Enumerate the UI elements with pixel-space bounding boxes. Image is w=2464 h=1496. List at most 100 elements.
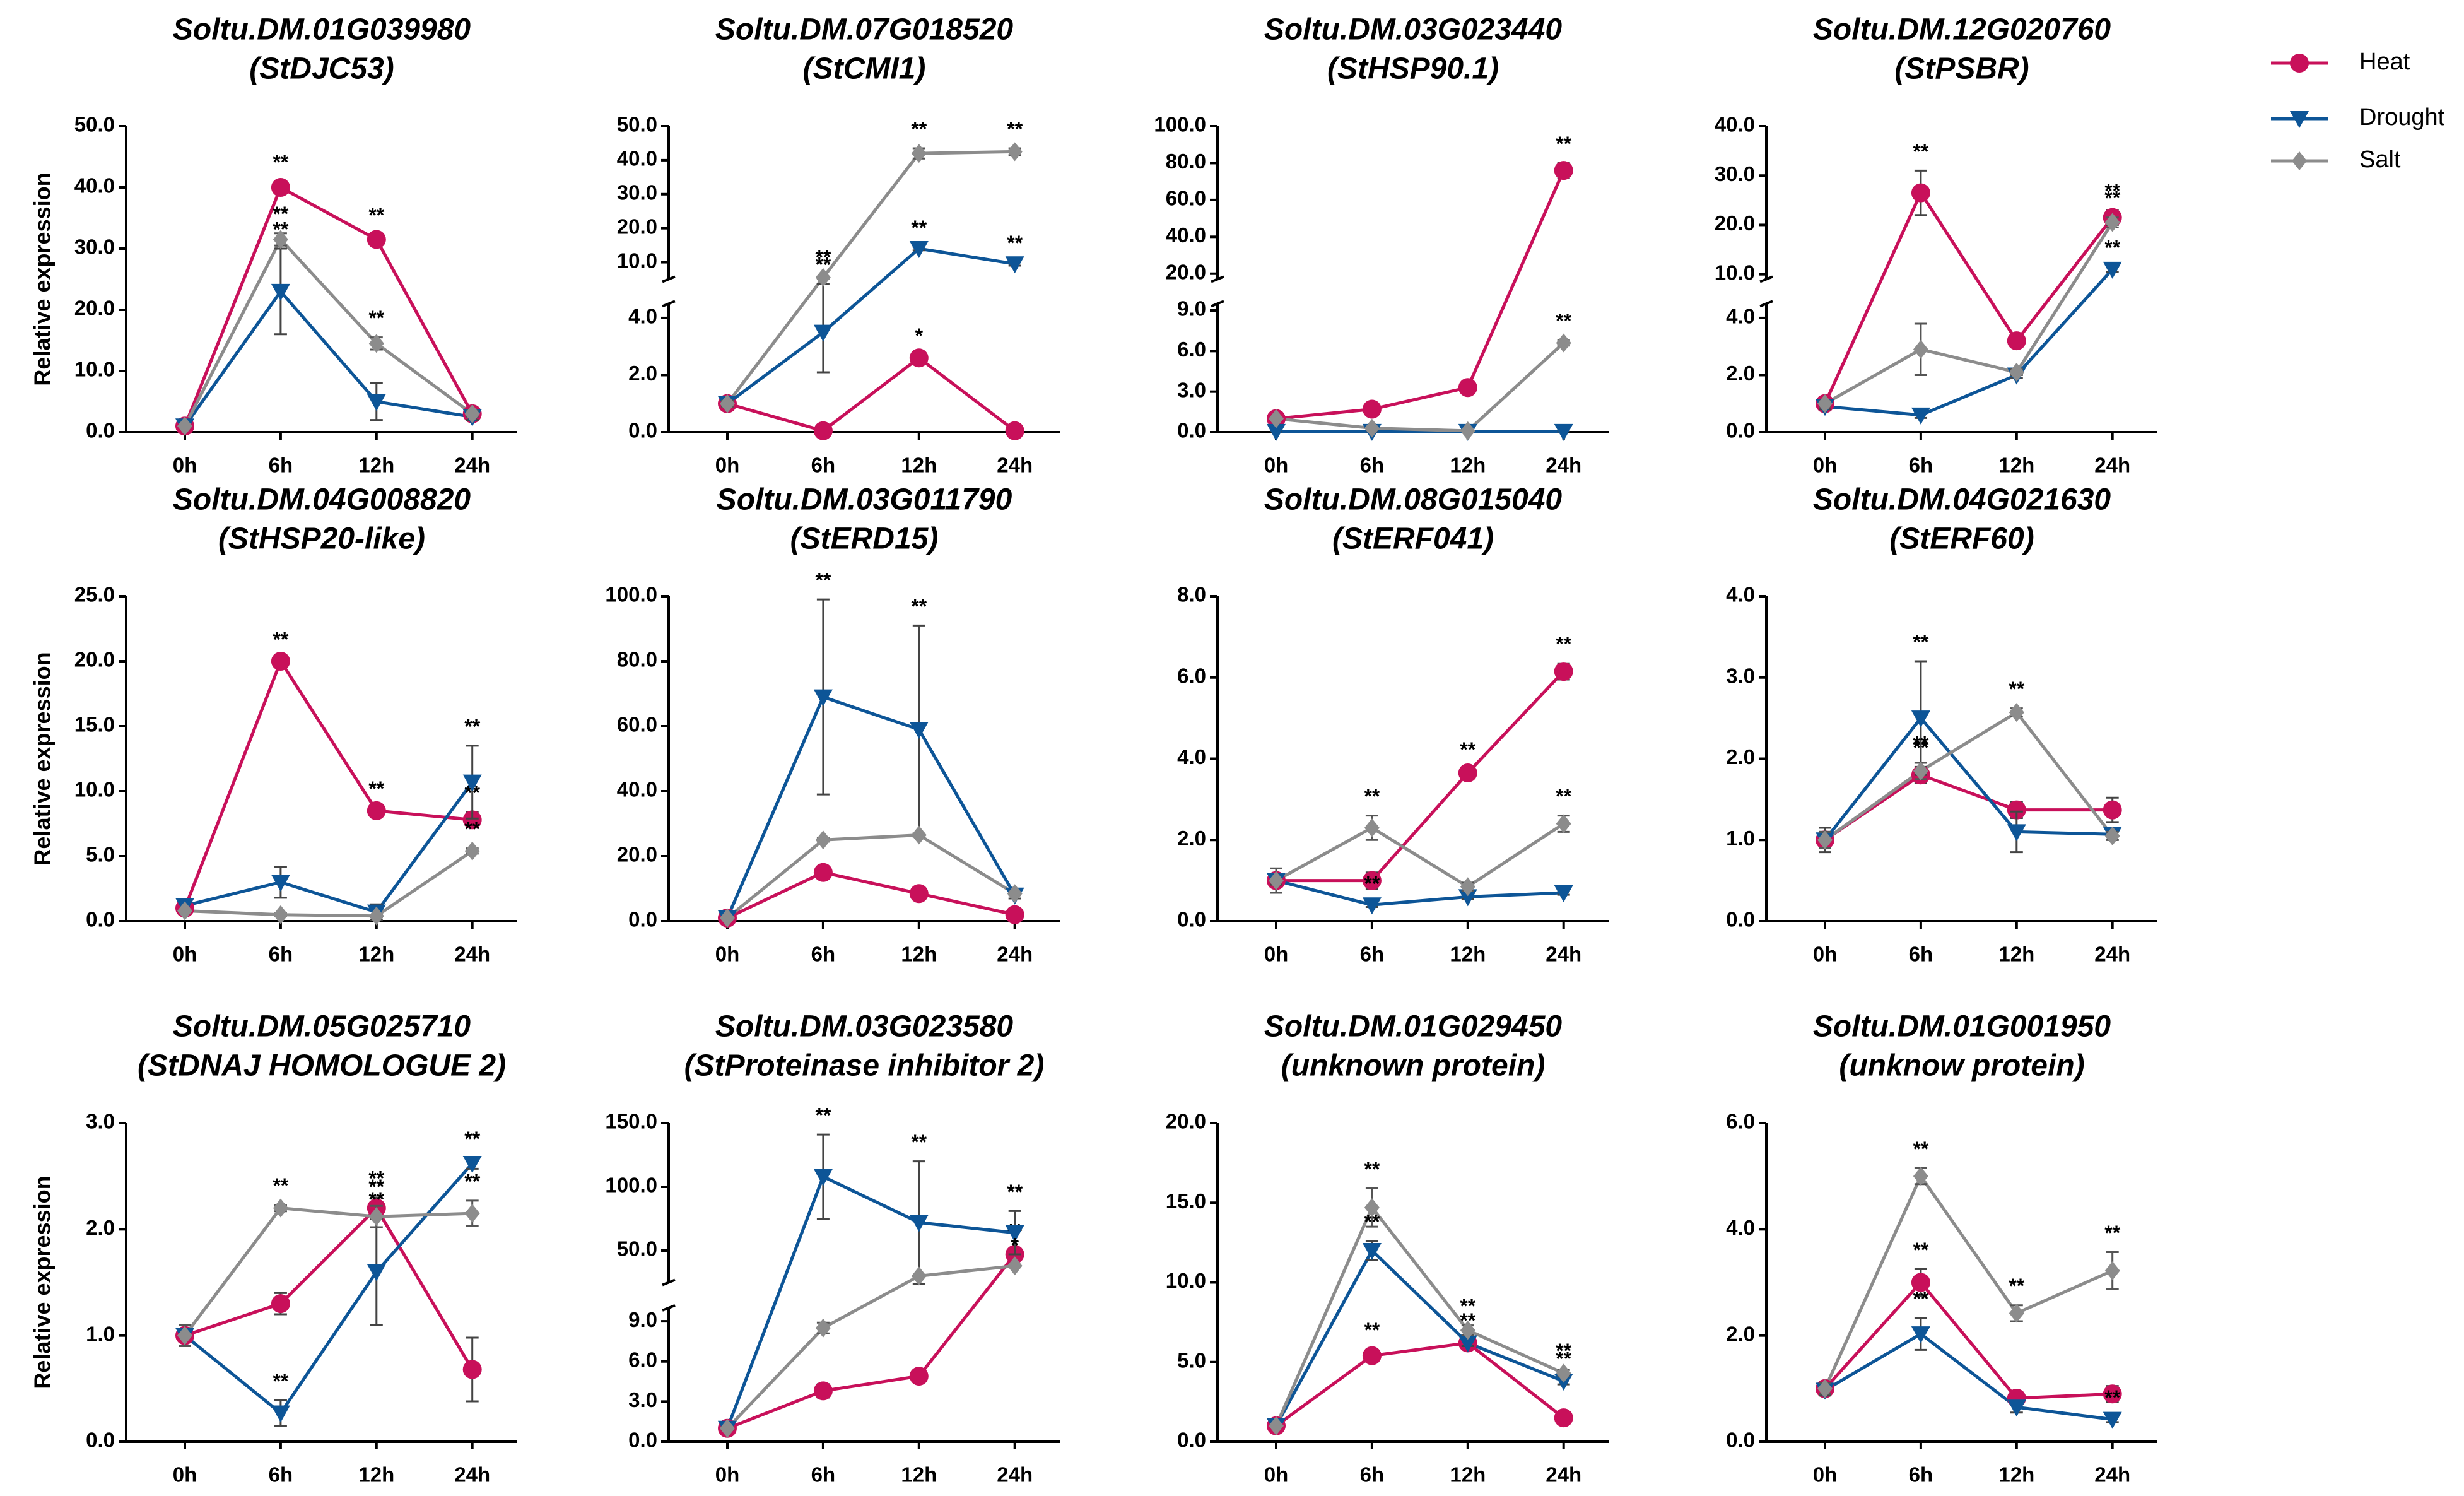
data-point — [815, 830, 831, 850]
y-tick-label: 10.0 — [617, 249, 657, 272]
significance: ** — [368, 204, 384, 227]
significance: ** — [911, 117, 927, 140]
data-point — [273, 905, 288, 924]
x-tick-label: 24h — [454, 943, 490, 966]
y-tick-label: 0.0 — [628, 908, 657, 931]
data-point — [1458, 763, 1477, 783]
data-point — [1554, 885, 1573, 902]
y-tick-label: 20.0 — [1715, 211, 1755, 235]
significance: ** — [368, 1175, 384, 1198]
data-point — [1007, 1256, 1023, 1276]
data-point — [1458, 1335, 1477, 1353]
data-point — [1556, 333, 1571, 353]
significance: ** — [1913, 1138, 1928, 1160]
x-tick-label: 0h — [173, 943, 197, 966]
y-tick-label: 20.0 — [617, 215, 657, 238]
significance: ** — [273, 628, 288, 651]
series-line — [1824, 268, 2114, 417]
chart-title: Soltu.DM.08G015040 — [1264, 483, 1563, 517]
y-tick-label: 15.0 — [74, 713, 115, 736]
data-point — [813, 863, 833, 882]
data-point — [1554, 662, 1573, 681]
significance: ** — [2104, 1222, 2120, 1244]
chart-subtitle: (StHSP90.1) — [1327, 52, 1499, 86]
significance: * — [1011, 1234, 1019, 1257]
axis-break — [1759, 300, 1773, 308]
data-point — [1817, 830, 1833, 850]
series-line — [183, 185, 474, 427]
chart-subtitle: (unknown protein) — [1281, 1049, 1546, 1083]
y-tick-label: 20.0 — [617, 843, 657, 866]
x-tick-label: 12h — [358, 943, 394, 966]
y-tick-label: 60.0 — [1166, 187, 1206, 210]
y-tick-label: 6.0 — [628, 1348, 657, 1371]
significance: ** — [2104, 1386, 2120, 1409]
y-tick-label: 4.0 — [1726, 305, 1755, 328]
data-point — [1556, 814, 1571, 833]
y-tick-label: 60.0 — [617, 713, 657, 736]
x-tick-label: 24h — [997, 454, 1033, 477]
chart-subtitle: (StPSBR) — [1894, 52, 2029, 86]
data-point — [1460, 421, 1475, 440]
series-line — [183, 288, 473, 427]
series-line — [1274, 1247, 1564, 1427]
y-tick-label: 3.0 — [628, 1388, 657, 1411]
data-point — [1554, 423, 1573, 441]
series-line — [1824, 1280, 2113, 1400]
data-point — [2007, 1399, 2026, 1417]
data-point — [367, 230, 386, 249]
data-point — [1913, 1167, 1928, 1186]
y-tick-label: 0.0 — [86, 908, 115, 931]
data-point — [462, 1155, 482, 1173]
data-point — [271, 283, 290, 301]
series-line — [184, 1206, 472, 1337]
data-point — [1460, 1321, 1475, 1340]
significance: ** — [1007, 1181, 1023, 1203]
data-point — [1269, 1416, 1284, 1435]
data-point — [464, 841, 480, 861]
data-point — [2009, 703, 2024, 722]
chart-title: Soltu.DM.04G021630 — [1813, 483, 2111, 517]
y-tick-label: 20.0 — [1166, 1110, 1206, 1133]
series-line — [1275, 1341, 1565, 1427]
y-tick-label: 0.0 — [1726, 1428, 1755, 1452]
y-axis-label: Relative expression — [30, 1175, 56, 1389]
y-tick-label: 0.0 — [1177, 1428, 1206, 1452]
series-line — [1823, 189, 2114, 404]
data-point — [909, 241, 929, 258]
x-tick-label: 12h — [358, 454, 394, 477]
data-point — [368, 906, 384, 926]
significance: ** — [368, 777, 384, 800]
significance: ** — [1007, 117, 1023, 140]
y-tick-label: 40.0 — [617, 778, 657, 801]
x-tick-label: 0h — [173, 454, 197, 477]
data-point — [2009, 362, 2024, 382]
data-point — [1364, 418, 1380, 438]
data-point — [1364, 818, 1380, 837]
significance: ** — [1007, 232, 1023, 254]
series-line — [184, 781, 474, 914]
series-line — [1276, 670, 1565, 883]
y-tick-label: 0.0 — [86, 1428, 115, 1452]
chart-subtitle: (StERF041) — [1332, 522, 1494, 556]
chart-subtitle: (StDJC53) — [249, 52, 394, 86]
y-tick-label: 50.0 — [617, 1237, 657, 1261]
data-point — [2103, 261, 2122, 279]
significance: ** — [1913, 630, 1928, 653]
significance: ** — [1364, 1319, 1380, 1341]
data-point — [2103, 1384, 2122, 1404]
data-point — [909, 1215, 929, 1232]
x-tick-label: 6h — [269, 943, 293, 966]
significance: ** — [1556, 1340, 1571, 1362]
axis-break — [662, 1278, 676, 1287]
data-point — [271, 1294, 290, 1314]
series-line — [183, 657, 472, 909]
y-tick-label: 0.0 — [628, 1428, 657, 1452]
y-tick-label: 3.0 — [1726, 664, 1755, 687]
data-point — [1911, 407, 1930, 425]
data-point — [911, 1266, 927, 1286]
x-tick-label: 24h — [454, 1463, 490, 1487]
series-line — [726, 247, 1016, 405]
